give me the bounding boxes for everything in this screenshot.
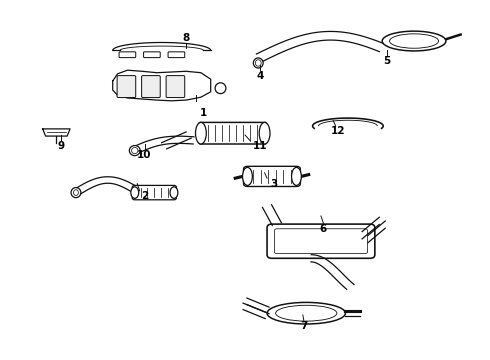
Text: 7: 7 xyxy=(300,321,308,331)
Text: 3: 3 xyxy=(271,179,278,189)
Text: 12: 12 xyxy=(331,126,345,136)
Text: 11: 11 xyxy=(252,141,267,151)
Polygon shape xyxy=(362,217,385,235)
Ellipse shape xyxy=(170,187,178,198)
Ellipse shape xyxy=(253,58,263,68)
Polygon shape xyxy=(132,136,194,154)
FancyBboxPatch shape xyxy=(142,76,160,98)
Ellipse shape xyxy=(243,167,252,185)
Polygon shape xyxy=(256,31,385,61)
Text: 1: 1 xyxy=(200,108,207,118)
FancyBboxPatch shape xyxy=(244,166,300,186)
FancyBboxPatch shape xyxy=(117,76,136,98)
Ellipse shape xyxy=(131,187,139,198)
Polygon shape xyxy=(243,298,269,312)
Polygon shape xyxy=(263,205,281,225)
Text: 8: 8 xyxy=(183,33,190,43)
FancyBboxPatch shape xyxy=(132,185,176,200)
Polygon shape xyxy=(43,129,70,136)
Ellipse shape xyxy=(74,190,78,195)
Polygon shape xyxy=(113,70,211,101)
Ellipse shape xyxy=(131,148,138,154)
FancyBboxPatch shape xyxy=(144,52,160,58)
Ellipse shape xyxy=(215,83,226,94)
Text: 10: 10 xyxy=(137,150,152,160)
FancyBboxPatch shape xyxy=(119,52,136,58)
Ellipse shape xyxy=(382,31,446,51)
FancyBboxPatch shape xyxy=(274,229,368,253)
Polygon shape xyxy=(243,305,269,319)
Polygon shape xyxy=(362,224,385,243)
Ellipse shape xyxy=(267,302,345,324)
Polygon shape xyxy=(311,255,354,289)
Ellipse shape xyxy=(71,188,81,198)
Polygon shape xyxy=(73,177,143,195)
Ellipse shape xyxy=(390,34,439,48)
Polygon shape xyxy=(162,132,191,149)
Ellipse shape xyxy=(292,167,301,185)
Text: 9: 9 xyxy=(58,141,65,151)
FancyBboxPatch shape xyxy=(267,224,375,258)
Ellipse shape xyxy=(196,122,206,144)
Ellipse shape xyxy=(129,145,140,156)
Text: 5: 5 xyxy=(384,56,391,66)
Ellipse shape xyxy=(275,305,337,321)
FancyBboxPatch shape xyxy=(166,76,185,98)
FancyBboxPatch shape xyxy=(168,52,185,58)
FancyBboxPatch shape xyxy=(199,122,267,144)
Ellipse shape xyxy=(255,60,261,66)
Polygon shape xyxy=(113,42,211,50)
Text: 2: 2 xyxy=(141,191,148,201)
Text: 4: 4 xyxy=(256,71,264,81)
Ellipse shape xyxy=(259,122,270,144)
Text: 6: 6 xyxy=(320,224,327,234)
